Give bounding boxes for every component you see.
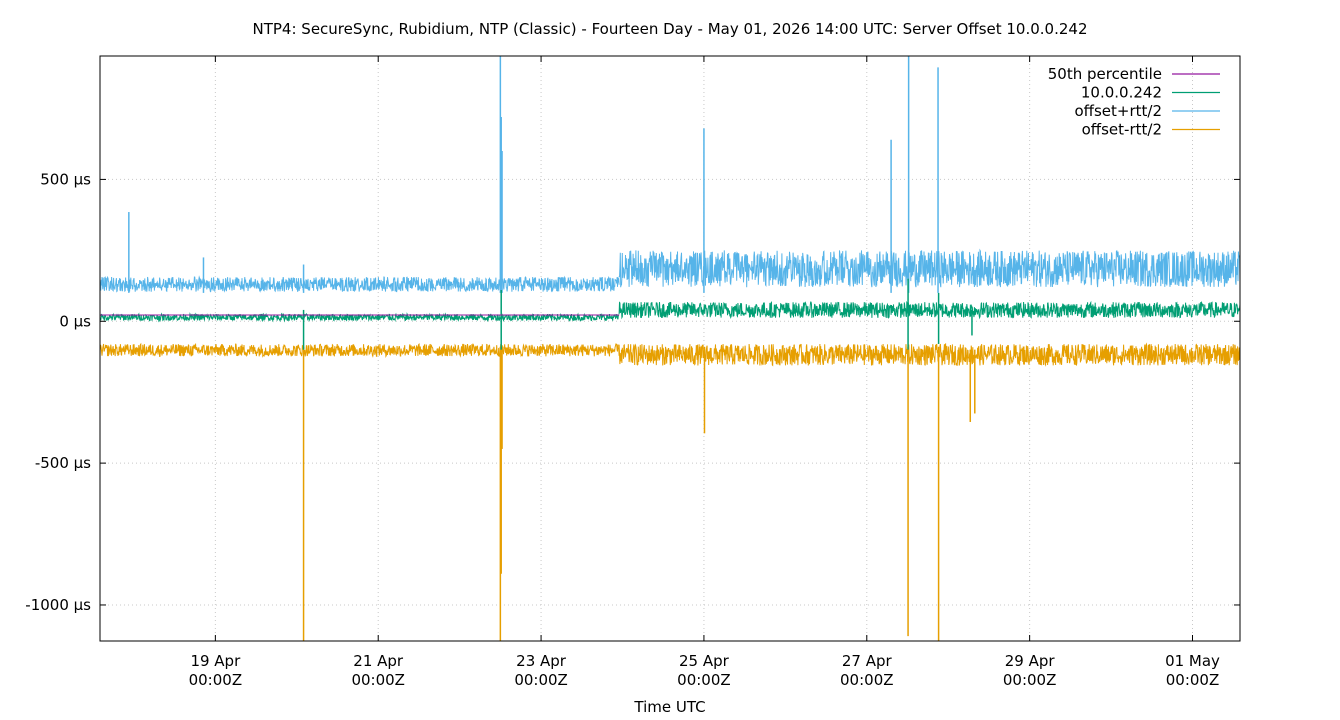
series-3 [99, 342, 1241, 641]
x-tick-label: 25 Apr [679, 652, 730, 670]
x-tick-label: 21 Apr [353, 652, 404, 670]
x-tick-label: 00:00Z [189, 671, 243, 689]
x-tick-label: 00:00Z [514, 671, 568, 689]
x-tick-label: 01 May [1165, 652, 1220, 670]
x-tick-label: 19 Apr [190, 652, 241, 670]
x-tick-label: 00:00Z [840, 671, 894, 689]
y-tick-label: -500 µs [35, 454, 91, 472]
x-axis-label: Time UTC [633, 698, 705, 716]
plot-frame [99, 55, 1241, 642]
legend-label: offset-rtt/2 [1082, 121, 1162, 139]
legend-label: offset+rtt/2 [1074, 102, 1162, 120]
series-line-segment [618, 300, 1241, 320]
legend-label: 10.0.0.242 [1081, 84, 1162, 102]
series-2 [99, 56, 1241, 293]
y-tick-label: -1000 µs [25, 596, 91, 614]
chart-title: NTP4: SecureSync, Rubidium, NTP (Classic… [253, 20, 1088, 38]
legend-label: 50th percentile [1048, 65, 1162, 83]
series-line-segment [99, 312, 620, 323]
x-tick-label: 00:00Z [677, 671, 731, 689]
series-1 [99, 278, 1241, 350]
series-line-segment [99, 342, 620, 358]
x-tick-label: 23 Apr [516, 652, 567, 670]
x-tick-label: 00:00Z [1003, 671, 1057, 689]
y-tick-label: 0 µs [59, 312, 91, 330]
legend: 50th percentile10.0.0.242offset+rtt/2off… [1048, 65, 1220, 139]
x-tick-label: 00:00Z [1166, 671, 1220, 689]
x-tick-label: 00:00Z [351, 671, 405, 689]
plot-series [99, 56, 1241, 641]
x-tick-label: 29 Apr [1005, 652, 1056, 670]
x-tick-label: 27 Apr [842, 652, 893, 670]
y-tick-label: 500 µs [40, 170, 91, 188]
series-line-segment [618, 248, 1241, 288]
series-line-segment [99, 275, 620, 293]
series-line-segment [618, 342, 1241, 367]
